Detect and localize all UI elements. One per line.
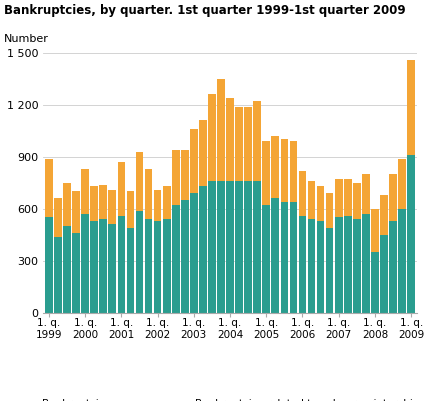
Bar (362, 214, 370, 313)
Bar (226, 98, 234, 181)
Bar (380, 235, 388, 313)
Bar (335, 217, 343, 313)
Bar (353, 219, 361, 313)
Bar (244, 107, 252, 181)
Bar (308, 181, 315, 219)
Bar (190, 129, 198, 193)
Bar (299, 216, 306, 313)
Bar (362, 174, 370, 214)
Bar (389, 221, 397, 313)
Bar (118, 162, 125, 216)
Bar (217, 181, 225, 313)
Bar (317, 186, 325, 221)
Bar (109, 225, 116, 313)
Bar (398, 158, 406, 209)
Bar (90, 186, 98, 221)
Bar (398, 209, 406, 313)
Bar (72, 233, 80, 313)
Bar (226, 181, 234, 313)
Bar (181, 150, 189, 200)
Bar (407, 155, 415, 313)
Text: Bankruptcies, by quarter. 1st quarter 1999-1st quarter 2009: Bankruptcies, by quarter. 1st quarter 19… (4, 4, 406, 17)
Bar (281, 202, 288, 313)
Bar (72, 191, 80, 233)
Bar (163, 186, 170, 219)
Bar (190, 193, 198, 313)
Bar (99, 184, 107, 219)
Bar (181, 200, 189, 313)
Bar (253, 101, 261, 181)
Bar (45, 158, 53, 217)
Bar (262, 141, 270, 205)
Bar (217, 79, 225, 181)
Bar (172, 205, 179, 313)
Bar (163, 219, 170, 313)
Bar (172, 150, 179, 205)
Bar (145, 219, 153, 313)
Bar (271, 198, 279, 313)
Bar (353, 183, 361, 219)
Bar (335, 179, 343, 217)
Bar (253, 181, 261, 313)
Bar (90, 221, 98, 313)
Bar (389, 174, 397, 221)
Bar (290, 202, 297, 313)
Bar (290, 141, 297, 202)
Bar (235, 181, 243, 313)
Bar (407, 60, 415, 155)
Bar (99, 219, 107, 313)
Bar (235, 107, 243, 181)
Bar (371, 252, 379, 313)
Bar (371, 209, 379, 252)
Bar (308, 219, 315, 313)
Bar (299, 171, 306, 216)
Bar (344, 216, 351, 313)
Bar (326, 193, 334, 228)
Bar (45, 217, 53, 313)
Bar (81, 214, 89, 313)
Bar (208, 94, 216, 181)
Bar (109, 190, 116, 225)
Bar (262, 205, 270, 313)
Bar (199, 186, 207, 313)
Legend: Bankruptcies
related to enterprises, Bankruptcies related to sole proprietorship: Bankruptcies related to enterprises, Ban… (18, 399, 425, 401)
Bar (127, 191, 134, 228)
Bar (281, 140, 288, 202)
Bar (199, 120, 207, 186)
Bar (244, 181, 252, 313)
Bar (54, 237, 62, 313)
Bar (127, 228, 134, 313)
Bar (63, 226, 71, 313)
Bar (118, 216, 125, 313)
Bar (54, 198, 62, 237)
Bar (145, 169, 153, 219)
Bar (380, 195, 388, 235)
Text: Number: Number (4, 34, 49, 44)
Bar (135, 211, 143, 313)
Bar (208, 181, 216, 313)
Bar (271, 136, 279, 198)
Bar (81, 169, 89, 214)
Bar (317, 221, 325, 313)
Bar (135, 152, 143, 211)
Bar (344, 179, 351, 216)
Bar (154, 221, 161, 313)
Bar (326, 228, 334, 313)
Bar (63, 183, 71, 226)
Bar (154, 190, 161, 221)
